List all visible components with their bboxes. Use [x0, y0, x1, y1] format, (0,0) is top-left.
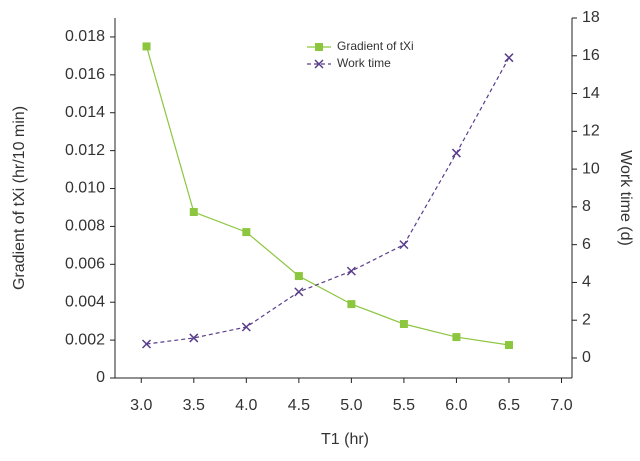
- marker: [242, 228, 251, 237]
- y-tick-label: 0.010: [65, 180, 105, 197]
- y-tick-label: 0.014: [65, 104, 105, 121]
- marker: [399, 320, 408, 328]
- marker: [241, 322, 251, 332]
- x-tick-label: 3.0: [130, 397, 152, 414]
- y2-tick-label: 16: [582, 47, 600, 64]
- x-tick-label: 6.5: [498, 397, 520, 414]
- y-tick-label: 0.008: [65, 218, 105, 235]
- x-tick-label: 4.5: [288, 397, 310, 414]
- x-tick-label: 4.0: [235, 397, 257, 414]
- marker: [452, 333, 461, 342]
- y-axis-label: Gradient of tXi (hr/10 min): [11, 106, 28, 290]
- legend-label: Gradient of tXi: [337, 39, 414, 53]
- marker: [451, 148, 461, 158]
- y2-tick-label: 2: [582, 311, 591, 328]
- x-tick-label: 6.0: [445, 397, 467, 414]
- x-tick-label: 5.0: [340, 397, 362, 414]
- y2-tick-label: 6: [582, 236, 591, 253]
- legend-label: Work time: [337, 56, 391, 70]
- y-tick-label: 0.006: [65, 256, 105, 273]
- marker: [504, 53, 514, 63]
- marker: [504, 341, 513, 350]
- marker: [294, 287, 304, 297]
- y2-tick-label: 12: [582, 123, 600, 140]
- marker: [314, 59, 324, 69]
- x-axis-label: T1 (hr): [321, 431, 369, 448]
- x-tick-label: 7.0: [550, 397, 572, 414]
- marker: [189, 208, 198, 217]
- marker: [346, 266, 356, 276]
- series-line: [146, 57, 510, 345]
- y-tick-label: 0.012: [65, 142, 105, 159]
- y2-tick-label: 0: [582, 349, 591, 366]
- marker: [347, 300, 356, 309]
- marker: [141, 339, 152, 349]
- marker: [189, 333, 199, 343]
- y2-tick-label: 4: [582, 274, 591, 291]
- legend-item: Gradient of tXi: [307, 39, 414, 53]
- y-tick-label: 0: [96, 369, 105, 386]
- y2-tick-label: 18: [582, 9, 600, 26]
- marker: [315, 43, 323, 51]
- y2-tick-label: 8: [582, 198, 591, 215]
- y-tick-label: 0.004: [65, 293, 105, 310]
- marker: [399, 240, 409, 250]
- legend-item: Work time: [307, 56, 391, 70]
- y2-axis-label: Work time (d): [617, 150, 634, 246]
- y-tick-label: 0.002: [65, 331, 105, 348]
- y-tick-label: 0.016: [65, 66, 105, 83]
- x-tick-label: 5.5: [393, 397, 415, 414]
- y-tick-label: 0.018: [65, 28, 105, 45]
- series-line: [145, 46, 510, 346]
- y2-tick-label: 14: [582, 85, 600, 102]
- marker: [142, 42, 151, 51]
- y2-tick-label: 10: [582, 160, 600, 177]
- x-tick-label: 3.5: [183, 397, 205, 414]
- marker: [294, 272, 303, 281]
